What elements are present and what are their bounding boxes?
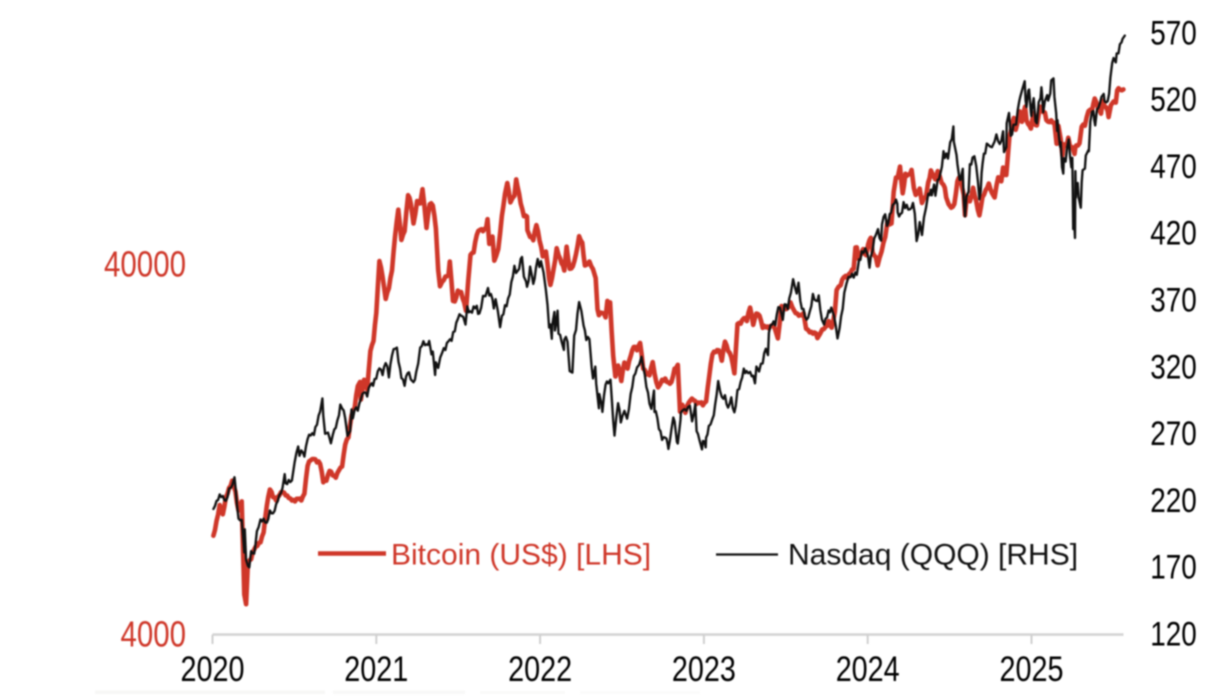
x-axis-tick-label: 2021 [344,650,408,689]
caption-remnant-mark [333,690,465,694]
right-axis-tick-label: 520 [1150,81,1197,119]
series-lines [211,34,1126,607]
right-axis-tick-label: 220 [1150,482,1197,520]
chart-legend: Bitcoin (US$) [LHS] Nasdaq (QQQ) [RHS] [318,539,1078,572]
series-line-bitcoin [211,85,1126,607]
x-axis-tick-label: 2020 [181,650,245,689]
right-axis-tick-label: 470 [1150,148,1197,186]
x-axis-tick-label: 2025 [1000,650,1064,689]
x-axis-tick-label: 2023 [672,650,736,689]
right-axis-tick-label: 420 [1150,215,1197,253]
right-axis-tick-label: 170 [1150,549,1197,587]
x-axis-tick-label: 2024 [836,650,900,689]
right-axis-tick-label: 270 [1150,415,1197,453]
right-axis-tick-label: 570 [1150,14,1197,52]
right-axis-tick-label: 320 [1150,348,1197,386]
x-axis-tick-label: 2022 [508,650,572,689]
legend-label-bitcoin: Bitcoin (US$) [LHS] [391,539,651,572]
x-axis [211,633,1124,644]
caption-remnant-mark [480,691,565,694]
left-axis-tick-label: 40000 [104,244,186,285]
caption-remnant-mark [95,690,325,694]
cropped-caption-remnant [95,690,700,694]
left-axis-tick-label: 4000 [121,614,187,655]
right-axis-tick-label: 370 [1150,282,1197,320]
legend-label-nasdaq: Nasdaq (QQQ) [RHS] [788,539,1078,572]
axis-tick-labels: 2020 2021 2022 2023 2024 2025 40000 4000 570 520 4… [104,14,1197,689]
caption-remnant-mark [580,691,700,694]
series-line-nasdaq [212,34,1126,569]
right-axis-tick-label: 120 [1150,616,1197,654]
